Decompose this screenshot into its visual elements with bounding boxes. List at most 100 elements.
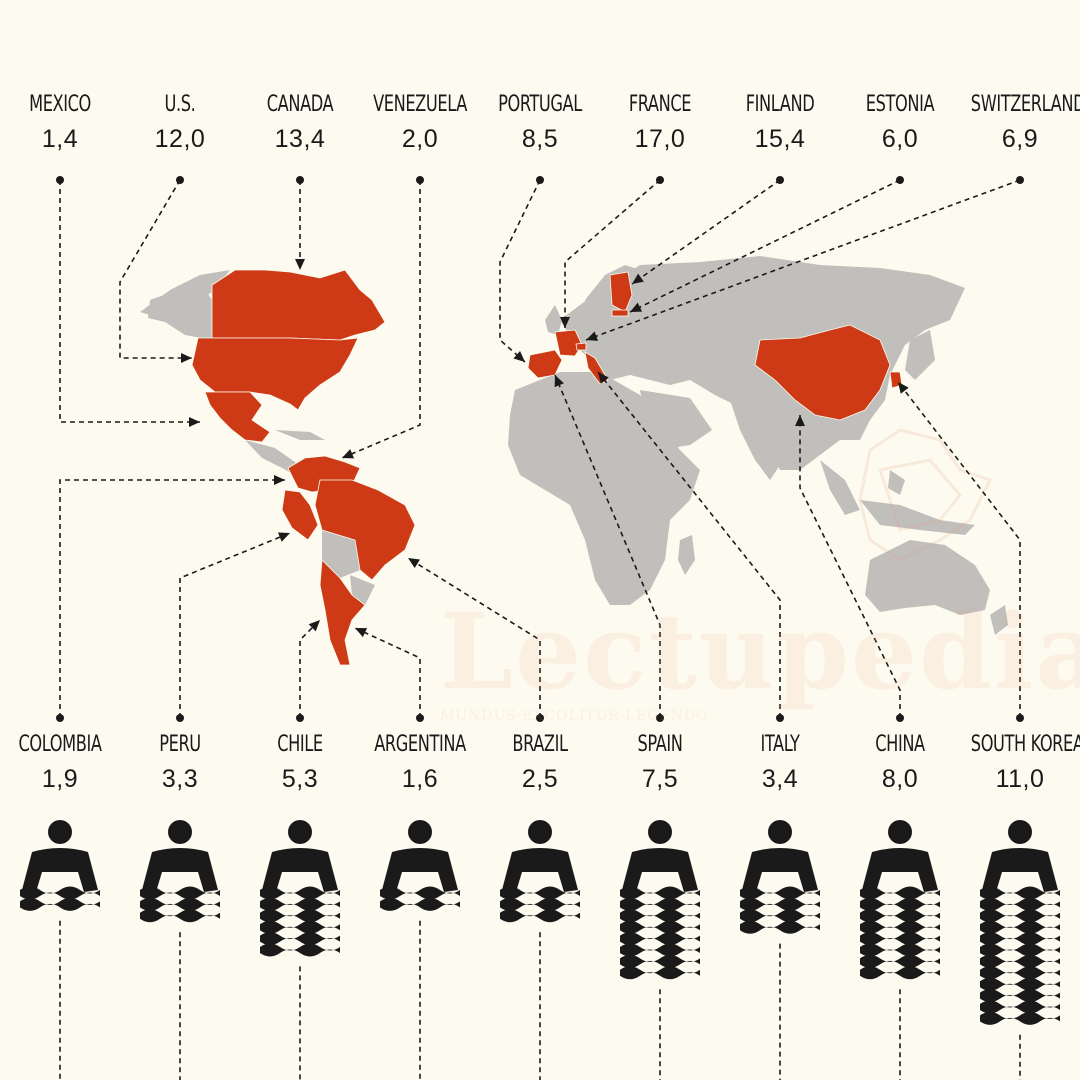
country-name: CANADA xyxy=(266,92,334,117)
map-switzerland xyxy=(575,342,587,351)
leader-finland-dot xyxy=(776,176,784,184)
map-france xyxy=(554,329,583,357)
reader-book-page xyxy=(860,897,940,911)
reader-book-page xyxy=(620,909,700,923)
leader-argentina-dot xyxy=(416,714,424,722)
reader-book-page xyxy=(500,886,580,900)
reader-body xyxy=(382,848,458,892)
reader-book-page xyxy=(260,920,340,934)
country-value: 6,0 xyxy=(881,125,919,153)
country-name: CHINA xyxy=(875,732,925,757)
reader-body xyxy=(22,848,98,892)
reader-book-page xyxy=(20,886,100,900)
country-value: 5,3 xyxy=(281,765,319,793)
country-value: 7,5 xyxy=(641,765,679,793)
reader-body xyxy=(862,848,938,892)
reader-book-page xyxy=(980,886,1060,900)
reader-book-page xyxy=(140,886,220,900)
country-value: 8,5 xyxy=(521,125,559,153)
reader-book-page xyxy=(980,920,1060,934)
reader-book-page xyxy=(740,886,820,900)
map-finland xyxy=(609,271,633,313)
map-mexico xyxy=(204,391,271,443)
reader-book-page xyxy=(620,920,700,934)
reader-book-page xyxy=(620,932,700,946)
reader-body xyxy=(262,848,338,892)
leader-mexico-line xyxy=(59,180,200,423)
country-value: 3,3 xyxy=(161,765,199,793)
leader-italy-dot xyxy=(776,714,784,722)
reader-icon-spain xyxy=(620,820,700,980)
leader-colombia-dot xyxy=(56,714,64,722)
reader-book-page xyxy=(620,943,700,957)
country-name: ARGENTINA xyxy=(374,732,466,757)
reader-book-page xyxy=(380,886,460,900)
reader-head xyxy=(288,820,312,844)
leader-brazil-line xyxy=(407,557,541,718)
leader-arrowheads xyxy=(181,259,909,638)
reader-head xyxy=(888,820,912,844)
country-name: SWITZERLAND xyxy=(970,92,1080,117)
leader-us-dot xyxy=(176,176,184,184)
country-value: 6,9 xyxy=(1001,125,1039,153)
country-value: 15,4 xyxy=(754,125,806,153)
leader-us-arrowhead xyxy=(181,353,192,363)
label-venezuela: VENEZUELA 2,0 xyxy=(360,92,480,154)
leader-estonia-arrowhead xyxy=(630,302,643,312)
reader-book-page xyxy=(860,886,940,900)
reader-book-page xyxy=(20,897,100,911)
leader-south-korea-dot xyxy=(1016,714,1024,722)
leader-argentina-arrowhead xyxy=(355,628,368,638)
country-name: CHILE xyxy=(277,732,323,757)
country-name: ESTONIA xyxy=(865,92,935,117)
label-portugal: PORTUGAL 8,5 xyxy=(480,92,600,154)
reader-book-page xyxy=(980,897,1060,911)
leader-colombia-line xyxy=(59,479,285,718)
country-value: 2,0 xyxy=(401,125,439,153)
reader-book-page xyxy=(620,966,700,980)
leader-china-arrowhead xyxy=(795,415,805,426)
reader-book-page xyxy=(980,989,1060,1003)
reader-body xyxy=(982,848,1058,892)
leader-south-korea-arrowhead xyxy=(898,382,909,394)
reader-book-page xyxy=(380,897,460,911)
country-name: FINLAND xyxy=(745,92,815,117)
label-south-korea: SOUTH KOREA 11,0 xyxy=(960,732,1080,794)
country-value: 11,0 xyxy=(995,765,1045,793)
reader-book-page xyxy=(860,920,940,934)
leader-venezuela-arrowhead xyxy=(342,449,355,459)
reader-head xyxy=(408,820,432,844)
reader-book-page xyxy=(860,954,940,968)
reader-icon-china xyxy=(860,820,940,980)
watermark-emblem xyxy=(858,428,993,562)
reader-icon-south-korea xyxy=(980,820,1060,1025)
leader-colombia-arrowhead xyxy=(274,475,285,485)
leader-spain-dot xyxy=(656,714,664,722)
reader-book-page xyxy=(260,909,340,923)
country-name: U.S. xyxy=(164,92,196,117)
reader-book-page xyxy=(620,954,700,968)
leader-portugal-line xyxy=(499,179,541,363)
country-name: ITALY xyxy=(760,732,800,757)
country-name: SPAIN xyxy=(637,732,683,757)
reader-icon-brazil xyxy=(500,820,580,923)
leader-switzerland-dot xyxy=(1016,176,1024,184)
label-italy: ITALY 3,4 xyxy=(720,732,840,794)
leader-italy-line xyxy=(597,371,781,718)
leader-chile-line xyxy=(299,619,321,718)
reader-book-page xyxy=(140,909,220,923)
reader-body xyxy=(622,848,698,892)
leader-finland-line xyxy=(631,179,781,285)
country-value: 12,0 xyxy=(154,125,206,153)
country-value: 2,5 xyxy=(521,765,559,793)
reader-icon-italy xyxy=(740,820,820,934)
label-us: U.S. 12,0 xyxy=(120,92,240,154)
reader-book-page xyxy=(740,920,820,934)
leader-portugal-dot xyxy=(536,176,544,184)
reader-book-page xyxy=(740,909,820,923)
country-name: SOUTH KOREA xyxy=(970,732,1080,757)
leader-italy-arrowhead xyxy=(598,372,609,384)
reader-head xyxy=(1008,820,1032,844)
country-value: 17,0 xyxy=(634,125,686,153)
